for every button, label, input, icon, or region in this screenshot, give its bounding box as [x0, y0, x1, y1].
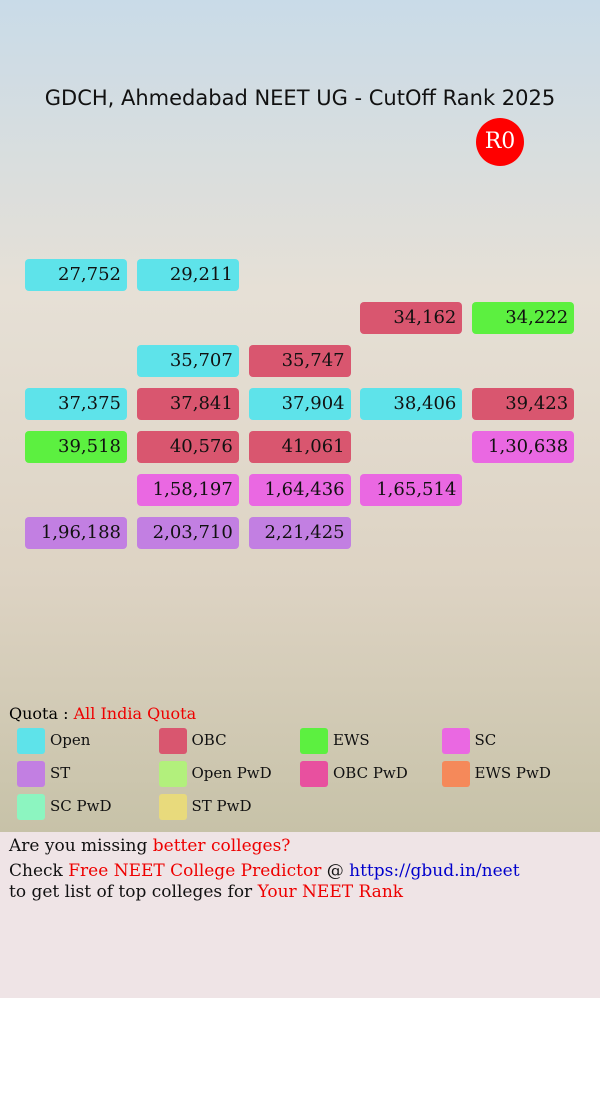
rank-cell: 1,58,197 [136, 474, 239, 506]
rank-cell: 29,211 [136, 259, 239, 291]
rank-cell: 37,841 [136, 388, 239, 420]
legend-label: OBC [191, 731, 227, 749]
rank-cell: 41,061 [248, 431, 351, 463]
rank-cell: 1,30,638 [472, 431, 575, 463]
rank-cell: 34,162 [360, 302, 463, 334]
rank-cell: 1,96,188 [25, 517, 127, 549]
rank-cell: 35,747 [248, 345, 351, 377]
rank-cell: 2,21,425 [248, 517, 351, 549]
quota-value: All India Quota [73, 704, 197, 723]
highlight: better colleges? [152, 836, 291, 856]
text: @ [326, 861, 344, 881]
legend-label: Open [50, 731, 91, 749]
legend-swatch [158, 794, 187, 820]
legend-label: OBC PwD [333, 764, 408, 782]
rank-cell: 35,707 [136, 345, 239, 377]
rank-cell: 1,65,514 [360, 474, 463, 506]
rank-cell: 39,518 [25, 431, 127, 463]
rank-cell: 2,03,710 [136, 517, 239, 549]
legend-swatch [17, 794, 45, 820]
rank-cell: 40,576 [136, 431, 239, 463]
legend-swatch [441, 761, 470, 787]
legend-label: EWS PwD [474, 764, 551, 782]
legend-label: EWS [333, 731, 370, 749]
legend-swatch [17, 728, 45, 754]
legend-swatch [17, 761, 45, 787]
rank-cell: 37,904 [248, 388, 351, 420]
highlight[interactable]: Free NEET College Predictor [68, 861, 322, 881]
round-badge: R0 [476, 118, 524, 166]
legend-label: SC PwD [50, 797, 112, 815]
rank-cell: 37,375 [25, 388, 127, 420]
legend-swatch [158, 761, 187, 787]
text: to get list of top colleges for [9, 882, 253, 902]
legend-swatch [441, 728, 470, 754]
footer-line: to get list of top colleges for Your NEE… [9, 882, 403, 902]
footer-line: Check Free NEET College Predictor @ http… [9, 861, 520, 881]
legend-label: Open PwD [191, 764, 272, 782]
footer-line: Are you missing better colleges? [9, 836, 290, 856]
text: Check [9, 861, 63, 881]
legend-swatch [300, 761, 328, 787]
legend-swatch [158, 728, 187, 754]
quota-line: Quota : All India Quota [9, 704, 196, 723]
footer: Are you missing better colleges? Check F… [0, 832, 600, 998]
text: Are you missing [9, 836, 148, 856]
rank-cell: 38,406 [360, 388, 463, 420]
legend-label: ST [50, 764, 71, 782]
title: GDCH, Ahmedabad NEET UG - CutOff Rank 20… [44, 86, 556, 110]
rank-cell: 27,752 [25, 259, 127, 291]
rank-cell: 39,423 [472, 388, 575, 420]
legend-label: SC [474, 731, 497, 749]
quota-label: Quota : [9, 704, 69, 723]
rank-cell: 1,64,436 [248, 474, 351, 506]
highlight: Your NEET Rank [257, 882, 404, 902]
link[interactable]: https://gbud.in/neet [349, 861, 520, 881]
rank-cell: 34,222 [472, 302, 575, 334]
legend-swatch [300, 728, 328, 754]
legend-label: ST PwD [191, 797, 252, 815]
